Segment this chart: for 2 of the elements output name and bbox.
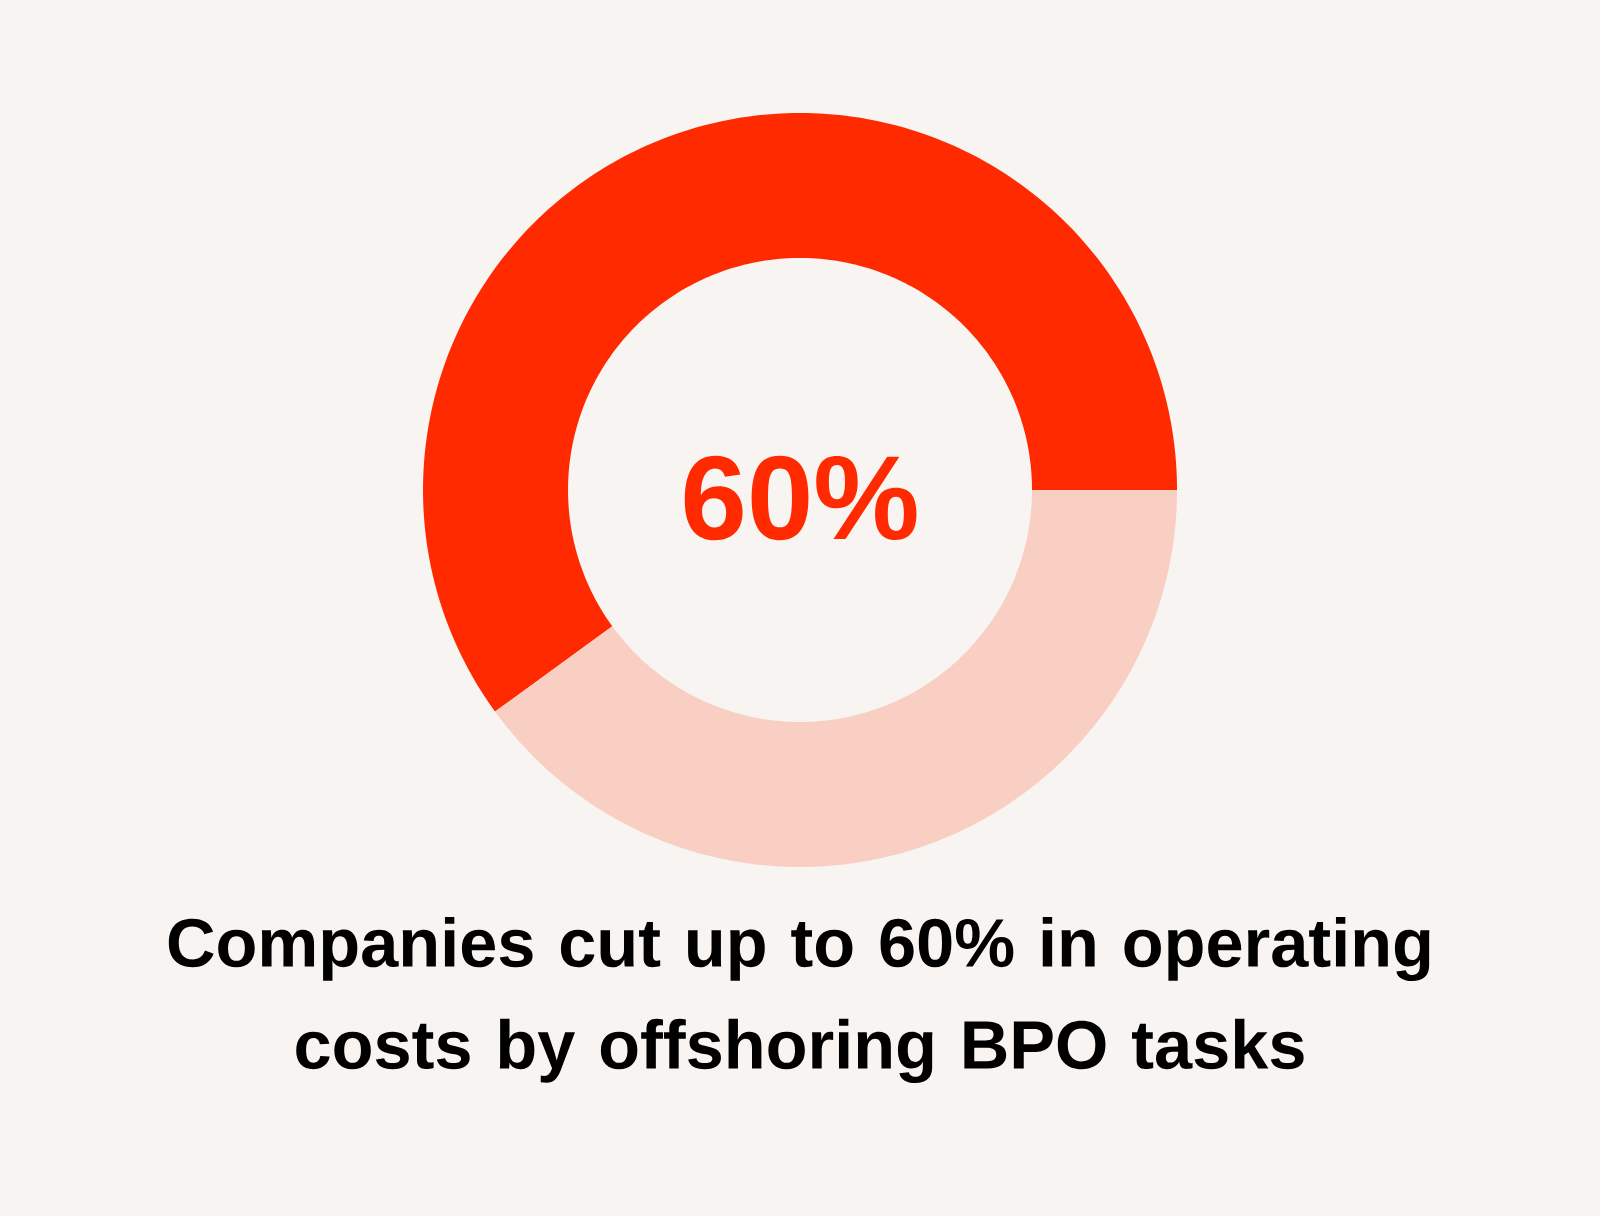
text: Companies cut up to 60% in operating costs by offshoring BPO tasks	[168, 916, 1430, 1084]
text: 60%	[684, 455, 917, 541]
